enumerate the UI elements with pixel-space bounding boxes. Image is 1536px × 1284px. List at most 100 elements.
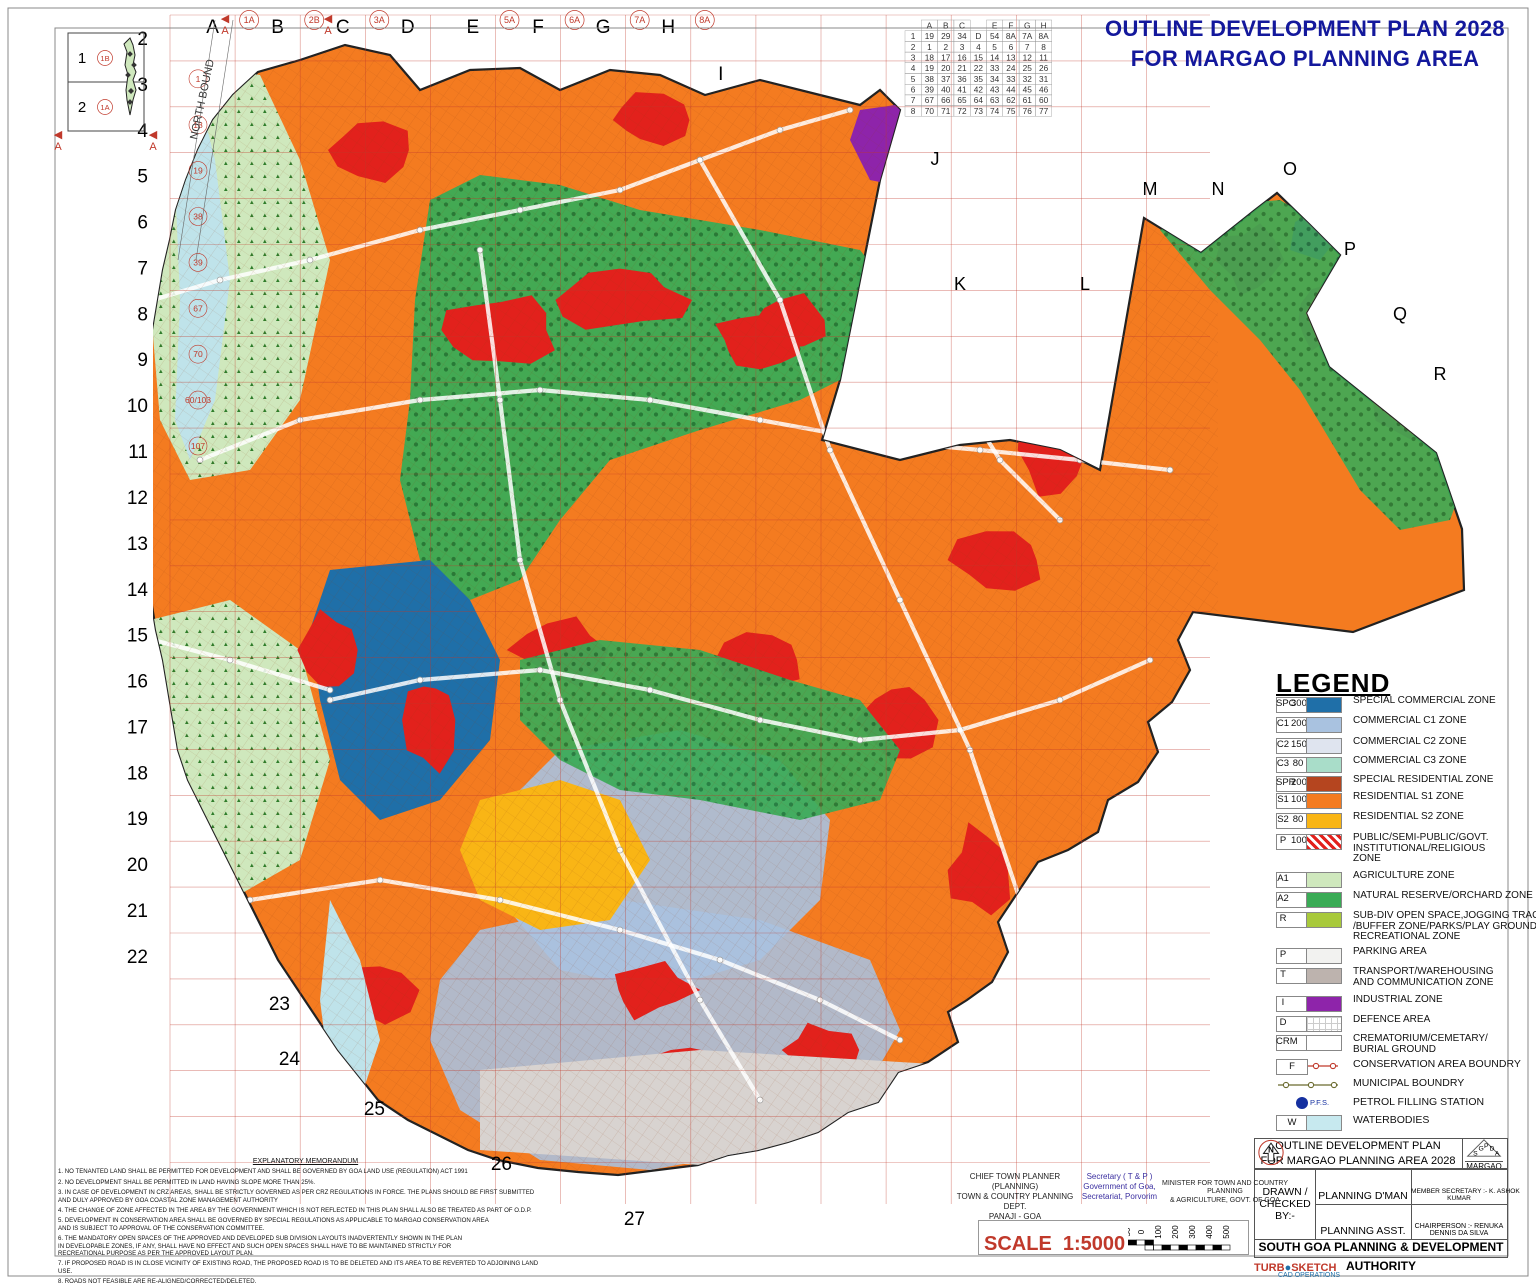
svg-text:77: 77 xyxy=(1039,106,1049,116)
svg-text:A: A xyxy=(149,141,157,153)
svg-text:E: E xyxy=(992,20,998,30)
svg-text:14: 14 xyxy=(127,580,149,601)
svg-text:D: D xyxy=(975,31,981,41)
svg-text:39: 39 xyxy=(193,257,203,267)
svg-text:A: A xyxy=(324,25,332,37)
svg-text:7: 7 xyxy=(137,258,148,279)
svg-text:A: A xyxy=(927,20,933,30)
svg-text:◀: ◀ xyxy=(221,13,230,25)
svg-text:A: A xyxy=(221,25,229,37)
svg-text:31: 31 xyxy=(1039,74,1049,84)
svg-text:S: S xyxy=(1473,1150,1478,1157)
svg-text:74: 74 xyxy=(990,106,1000,116)
svg-text:35: 35 xyxy=(974,74,984,84)
svg-text:73: 73 xyxy=(974,106,984,116)
svg-text:21: 21 xyxy=(127,901,148,922)
svg-text:22: 22 xyxy=(127,947,148,968)
svg-text:38: 38 xyxy=(193,212,203,222)
svg-text:◀: ◀ xyxy=(324,13,333,25)
svg-text:61: 61 xyxy=(1023,95,1033,105)
svg-text:2: 2 xyxy=(137,29,148,50)
svg-text:2: 2 xyxy=(78,99,86,116)
svg-text:J: J xyxy=(931,149,940,169)
svg-text:3: 3 xyxy=(911,52,916,62)
svg-text:14: 14 xyxy=(990,52,1000,62)
svg-text:8A: 8A xyxy=(699,15,710,25)
svg-text:20: 20 xyxy=(127,855,148,876)
svg-text:41: 41 xyxy=(957,85,967,95)
svg-text:17: 17 xyxy=(127,718,148,739)
svg-text:76: 76 xyxy=(1023,106,1033,116)
svg-text:7A: 7A xyxy=(1022,31,1033,41)
svg-text:39: 39 xyxy=(925,85,935,95)
svg-text:3: 3 xyxy=(137,75,148,96)
svg-text:33: 33 xyxy=(990,63,1000,73)
svg-text:I: I xyxy=(718,64,723,85)
svg-text:9: 9 xyxy=(137,350,148,371)
svg-text:1: 1 xyxy=(78,50,86,67)
svg-text:13: 13 xyxy=(1006,52,1016,62)
svg-text:25: 25 xyxy=(364,1099,385,1120)
svg-text:N: N xyxy=(1268,1146,1274,1155)
svg-text:45: 45 xyxy=(1023,85,1033,95)
svg-text:K: K xyxy=(954,274,966,294)
svg-text:66: 66 xyxy=(941,95,951,105)
svg-text:21: 21 xyxy=(957,63,967,73)
svg-text:36: 36 xyxy=(957,74,967,84)
svg-text:25: 25 xyxy=(1023,63,1033,73)
svg-text:34: 34 xyxy=(990,74,1000,84)
svg-text:300: 300 xyxy=(1188,1225,1197,1239)
svg-text:F: F xyxy=(1008,20,1013,30)
svg-text:12: 12 xyxy=(1023,52,1033,62)
svg-text:4: 4 xyxy=(976,42,981,52)
svg-text:4: 4 xyxy=(911,63,916,73)
svg-text:500: 500 xyxy=(1222,1225,1231,1239)
svg-text:26: 26 xyxy=(1039,63,1049,73)
svg-text:23: 23 xyxy=(269,994,290,1015)
svg-text:B: B xyxy=(943,20,949,30)
svg-text:1: 1 xyxy=(927,42,932,52)
svg-text:6: 6 xyxy=(1009,42,1014,52)
svg-text:13: 13 xyxy=(127,534,148,555)
svg-text:34: 34 xyxy=(957,31,967,41)
svg-text:15: 15 xyxy=(974,52,984,62)
svg-text:R: R xyxy=(1434,364,1447,384)
svg-text:5: 5 xyxy=(911,74,916,84)
svg-text:18: 18 xyxy=(925,52,935,62)
svg-text:16: 16 xyxy=(957,52,967,62)
svg-text:64: 64 xyxy=(974,95,984,105)
svg-text:43: 43 xyxy=(990,85,1000,95)
svg-text:3: 3 xyxy=(960,42,965,52)
svg-text:107: 107 xyxy=(191,441,205,451)
svg-text:Q: Q xyxy=(1393,304,1407,324)
svg-text:8: 8 xyxy=(911,106,916,116)
svg-text:10: 10 xyxy=(127,396,148,417)
svg-text:24: 24 xyxy=(1006,63,1016,73)
svg-text:2: 2 xyxy=(943,42,948,52)
svg-text:5: 5 xyxy=(992,42,997,52)
svg-text:11: 11 xyxy=(128,442,148,463)
svg-text:G: G xyxy=(1479,1146,1484,1153)
svg-text:29: 29 xyxy=(941,31,951,41)
svg-text:M: M xyxy=(1143,179,1158,199)
svg-text:1: 1 xyxy=(911,31,916,41)
svg-text:G: G xyxy=(1024,20,1030,30)
svg-text:400: 400 xyxy=(1205,1225,1214,1239)
svg-text:0: 0 xyxy=(1137,1229,1146,1234)
svg-text:33: 33 xyxy=(1006,74,1016,84)
svg-text:P: P xyxy=(1344,239,1356,259)
svg-text:D: D xyxy=(1489,1146,1494,1153)
svg-text:38: 38 xyxy=(925,74,935,84)
svg-text:7A: 7A xyxy=(634,15,645,25)
svg-text:C: C xyxy=(959,20,965,30)
svg-text:1A: 1A xyxy=(244,15,255,25)
svg-text:22: 22 xyxy=(974,63,984,73)
svg-text:37: 37 xyxy=(941,74,951,84)
svg-text:18: 18 xyxy=(127,763,148,784)
svg-text:1A: 1A xyxy=(100,103,109,112)
svg-text:8: 8 xyxy=(137,304,148,325)
svg-text:32: 32 xyxy=(1023,74,1033,84)
svg-text:20: 20 xyxy=(941,63,951,73)
svg-text:16: 16 xyxy=(127,672,148,693)
svg-text:1B: 1B xyxy=(100,54,109,63)
